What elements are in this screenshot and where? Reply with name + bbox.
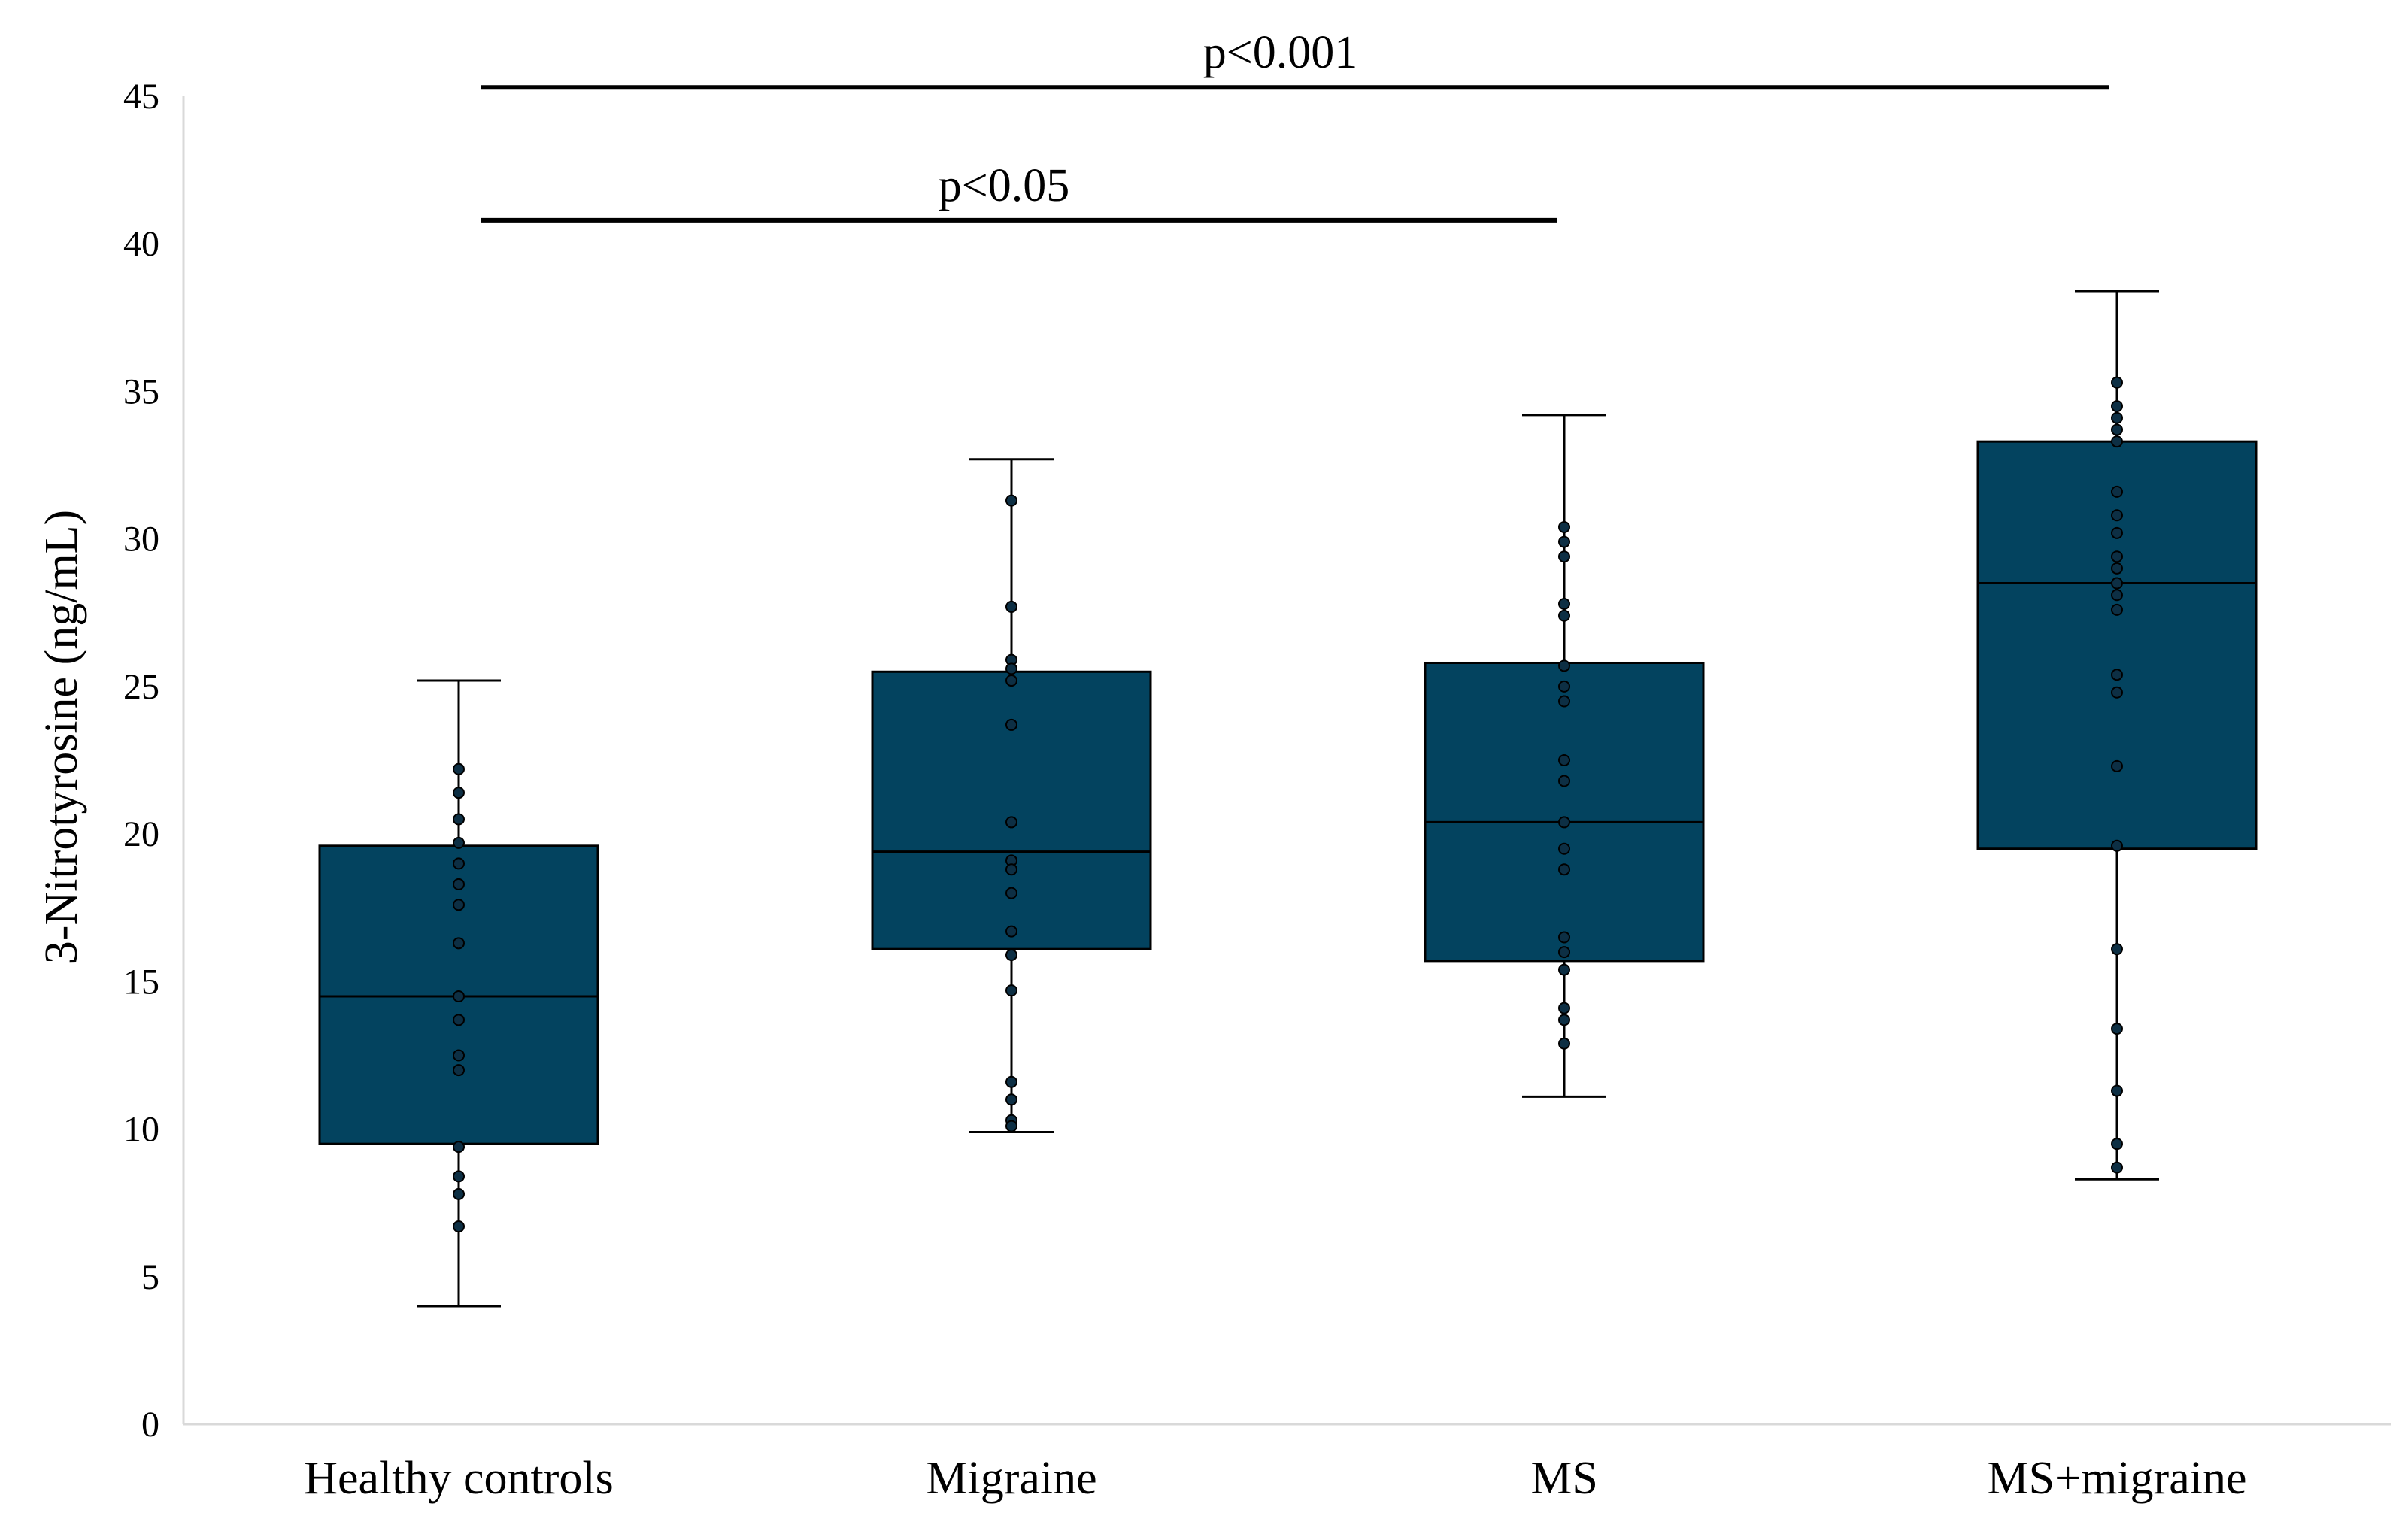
data-point (2111, 669, 2123, 681)
boxes-layer (318, 290, 2258, 1308)
data-point (1005, 600, 1017, 613)
data-point (1005, 949, 1017, 962)
y-tick-label: 40 (123, 224, 159, 264)
data-point (1558, 816, 1570, 829)
data-point (2111, 943, 2123, 956)
data-point (1558, 1002, 1570, 1014)
points-layer (453, 376, 2123, 1233)
data-point (1558, 931, 1570, 944)
data-point (1558, 609, 1570, 622)
x-category-label: Migraine (926, 1453, 1096, 1504)
y-tick-label: 35 (123, 371, 159, 411)
axes-layer: 0 5 10 15 20 25 30 35 40 45 Healthy controls Migrai… (123, 77, 2391, 1504)
data-point (1558, 946, 1570, 959)
y-tick-label: 25 (123, 667, 159, 707)
data-point (453, 1220, 465, 1233)
data-point (1558, 550, 1570, 563)
data-point (2111, 400, 2123, 413)
data-point (2111, 376, 2123, 389)
data-point (453, 1141, 465, 1154)
data-point (2111, 577, 2123, 590)
data-point (1558, 963, 1570, 976)
box-iqr (871, 670, 1152, 950)
data-point (2111, 1138, 2123, 1151)
data-point (1558, 680, 1570, 693)
data-point (2111, 423, 2123, 436)
data-point (453, 857, 465, 870)
data-point (1005, 1093, 1017, 1106)
data-point (2111, 435, 2123, 448)
data-point (1005, 816, 1017, 829)
data-point (2111, 526, 2123, 539)
data-point (1558, 520, 1570, 533)
data-point (453, 1064, 465, 1077)
y-tick-label: 20 (123, 814, 159, 854)
data-point (2111, 759, 2123, 772)
data-point (453, 899, 465, 911)
data-point (1558, 1037, 1570, 1050)
data-point (2111, 509, 2123, 522)
x-category-label: MS (1530, 1453, 1598, 1504)
significance-layer: p<0.001 p<0.05 (481, 27, 2109, 223)
data-point (2111, 1084, 2123, 1097)
data-point (2111, 1023, 2123, 1035)
data-point (1558, 598, 1570, 611)
data-point (453, 836, 465, 849)
data-point (1005, 863, 1017, 876)
box-iqr (1976, 440, 2258, 850)
significance-label: p<0.05 (939, 160, 1069, 211)
data-point (2111, 411, 2123, 424)
data-point (453, 762, 465, 775)
data-point (2111, 603, 2123, 616)
x-category-label: Healthy controls (304, 1453, 614, 1504)
data-point (1558, 863, 1570, 876)
y-tick-label: 15 (123, 962, 159, 1002)
data-point (2111, 686, 2123, 699)
data-point (1005, 662, 1017, 675)
data-point (453, 1170, 465, 1183)
data-point (1558, 1014, 1570, 1026)
data-point (1005, 675, 1017, 687)
data-point (1558, 659, 1570, 672)
y-tick-label: 45 (123, 77, 159, 117)
data-point (1558, 754, 1570, 766)
y-axis-title: 3-Nitrotyrosine (ng/mL) (36, 510, 87, 964)
significance-label: p<0.001 (1203, 27, 1357, 78)
data-point (2111, 562, 2123, 575)
data-point (2111, 589, 2123, 602)
data-point (1005, 1075, 1017, 1088)
data-point (453, 1014, 465, 1026)
box-iqr (1424, 661, 1705, 963)
data-point (453, 1187, 465, 1200)
data-point (453, 878, 465, 890)
data-point (1558, 695, 1570, 708)
data-point (453, 1049, 465, 1062)
data-point (1558, 842, 1570, 855)
data-point (1005, 494, 1017, 507)
y-tick-label: 5 (141, 1257, 159, 1297)
y-tick-label: 10 (123, 1110, 159, 1150)
data-point (453, 813, 465, 826)
data-point (2111, 839, 2123, 852)
data-point (1005, 925, 1017, 938)
data-point (2111, 550, 2123, 563)
y-tick-label: 30 (123, 520, 159, 559)
data-point (1005, 984, 1017, 997)
data-point (1558, 535, 1570, 548)
data-point (2111, 1161, 2123, 1174)
y-tick-label: 0 (141, 1405, 159, 1445)
x-category-label: MS+migraine (1988, 1453, 2247, 1504)
data-point (1005, 1120, 1017, 1132)
data-point (1005, 718, 1017, 731)
data-point (453, 937, 465, 950)
data-point (453, 990, 465, 1002)
data-point (453, 787, 465, 799)
data-point (2111, 485, 2123, 498)
data-point (1005, 887, 1017, 899)
data-point (1558, 775, 1570, 787)
